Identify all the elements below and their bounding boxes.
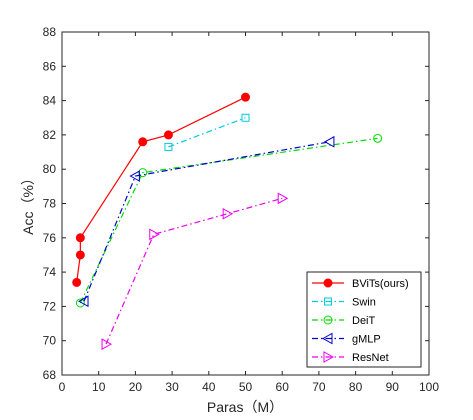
series-bvits-ours: [72, 92, 250, 287]
data-point-resnet: [277, 192, 289, 205]
data-point-resnet: [101, 338, 113, 350]
y-tick-label: 88: [43, 25, 57, 39]
x-axis-label: Paras（M）: [207, 399, 283, 415]
data-point-gmlp: [129, 170, 140, 182]
data-point-bvits-ours: [163, 130, 173, 140]
series-line-gmlp: [83, 141, 331, 302]
legend-marker-bvits-ours: [323, 278, 333, 288]
series-line-bvits-ours: [76, 96, 246, 283]
series-line-deit: [79, 137, 378, 304]
legend-label-deit: DeiT: [352, 315, 376, 327]
y-tick-label: 86: [43, 59, 57, 73]
y-tick-label: 78: [43, 197, 57, 211]
series-gmlp: [77, 135, 335, 308]
legend: BViTs(ours) Swin DeiT gMLP ResNet: [306, 271, 422, 368]
y-axis-label: Acc（%）: [20, 171, 36, 235]
series-layer: [72, 92, 383, 350]
x-tick-label: 30: [165, 380, 179, 394]
legend-label-swin: Swin: [352, 297, 376, 309]
x-tick-label: 100: [419, 380, 439, 394]
data-point-resnet: [222, 207, 234, 220]
legend-marker-resnet: [323, 351, 335, 363]
y-tick-label: 84: [43, 94, 57, 108]
series-deit: [75, 133, 383, 308]
data-point-deit: [75, 298, 85, 308]
x-tick-label: 90: [386, 380, 400, 394]
series-line-swin: [168, 117, 246, 148]
series-resnet: [101, 192, 289, 350]
x-tick-label: 0: [59, 380, 66, 394]
data-point-bvits-ours: [75, 233, 85, 243]
y-tick-label: 76: [43, 231, 57, 245]
legend-item-swin: Swin: [312, 297, 376, 309]
legend-label-resnet: ResNet: [352, 352, 389, 364]
y-tick-label: 82: [43, 128, 57, 142]
data-point-deit: [138, 168, 148, 178]
series-line-resnet: [105, 197, 283, 345]
x-tick-label: 50: [239, 380, 253, 394]
data-point-bvits-ours: [138, 137, 148, 147]
x-tick-label: 80: [349, 380, 363, 394]
data-point-gmlp: [323, 135, 335, 148]
legend-item-gmlp: gMLP: [312, 332, 381, 346]
data-point-gmlp: [77, 295, 89, 308]
tick-layer: 0 10 20 30 40 50 60 70 80 90 100 68 70 72 74 76 78 80 82 84…: [43, 25, 440, 394]
legend-item-deit: DeiT: [312, 315, 376, 327]
x-tick-label: 20: [129, 380, 143, 394]
x-tick-label: 10: [92, 380, 106, 394]
x-tick-label: 60: [276, 380, 290, 394]
data-point-resnet: [149, 228, 160, 241]
legend-marker-swin: [324, 297, 332, 306]
y-tick-label: 80: [43, 162, 57, 176]
y-tick-label: 72: [43, 299, 57, 313]
y-tick-label: 68: [43, 368, 57, 382]
data-point-bvits-ours: [72, 277, 82, 287]
legend-item-resnet: ResNet: [312, 351, 389, 364]
x-tick-label: 70: [312, 380, 326, 394]
data-point-swin: [164, 142, 173, 151]
series-swin: [164, 113, 250, 151]
y-tick-label: 74: [43, 265, 57, 279]
data-point-bvits-ours: [241, 92, 250, 102]
legend-item-bvits-ours: BViTs(ours): [312, 278, 409, 290]
data-point-deit: [373, 133, 383, 143]
legend-label-bvits-ours: BViTs(ours): [352, 278, 409, 290]
legend-marker-deit: [323, 315, 333, 325]
legend-label-gmlp: gMLP: [352, 334, 381, 346]
legend-marker-gmlp: [321, 332, 333, 345]
x-tick-label: 40: [202, 380, 216, 394]
data-point-bvits-ours: [75, 250, 85, 260]
data-point-swin: [241, 113, 250, 122]
y-tick-label: 70: [43, 334, 57, 348]
